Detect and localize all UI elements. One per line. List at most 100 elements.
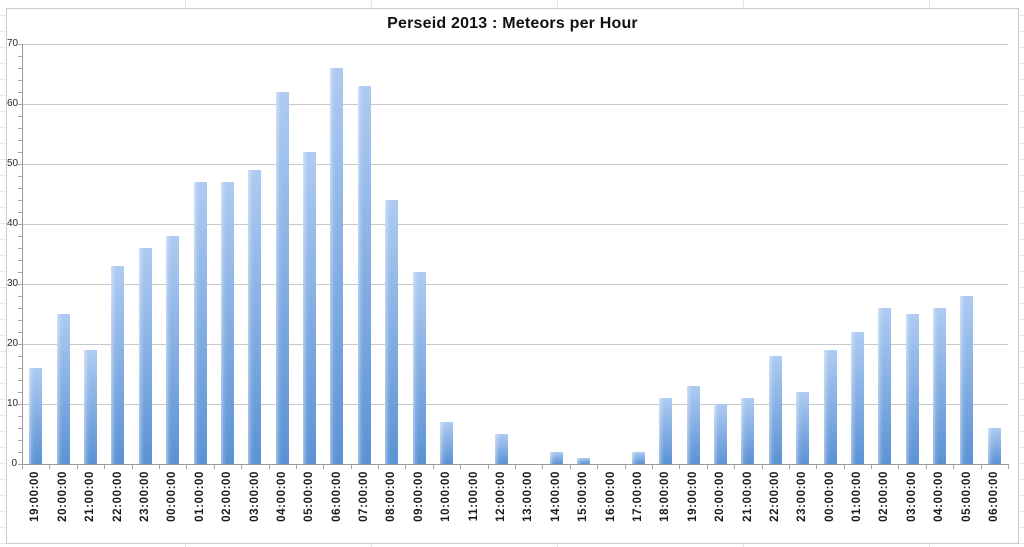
x-axis-tick: [898, 464, 900, 469]
bar-slot: [351, 44, 378, 464]
bar[interactable]: [659, 398, 673, 464]
y-axis-tick-label: 10: [7, 398, 19, 409]
bar[interactable]: [905, 314, 919, 464]
bar[interactable]: [111, 266, 125, 464]
bar-slot: [77, 44, 104, 464]
x-axis-tick: [597, 464, 599, 469]
x-axis-tick-label: 06:00:00: [330, 471, 343, 522]
bar[interactable]: [494, 434, 508, 464]
bar-slot: [323, 44, 350, 464]
x-axis-tick: [624, 464, 626, 469]
x-label-cell: 21:00:00: [77, 471, 104, 541]
x-label-cell: 20:00:00: [707, 471, 734, 541]
bar[interactable]: [686, 386, 700, 464]
bar[interactable]: [577, 458, 590, 464]
x-axis-tick: [104, 464, 106, 469]
x-axis-tick-label: 16:00:00: [604, 471, 617, 522]
y-axis-tick-label: 60: [7, 98, 19, 109]
y-axis-tick-label: 20: [7, 338, 19, 349]
bar[interactable]: [56, 314, 70, 464]
bar[interactable]: [303, 152, 317, 464]
bar[interactable]: [549, 452, 563, 464]
bar[interactable]: [166, 236, 180, 464]
x-axis-tick-label: 06:00:00: [988, 471, 1001, 522]
bar[interactable]: [412, 272, 426, 464]
bar[interactable]: [248, 170, 262, 464]
bar[interactable]: [713, 404, 727, 464]
x-axis-tick-label: 04:00:00: [933, 471, 946, 522]
x-axis-tick: [405, 464, 407, 469]
bar-slot: [186, 44, 213, 464]
x-axis-tick-label: 23:00:00: [138, 471, 151, 522]
x-axis-tick-label: 18:00:00: [659, 471, 672, 522]
bar-slot: [241, 44, 268, 464]
y-axis-tick-label: 50: [7, 158, 19, 169]
bar[interactable]: [741, 398, 755, 464]
bar[interactable]: [987, 428, 1001, 464]
x-axis-tick: [487, 464, 489, 469]
x-label-cell: 07:00:00: [351, 471, 378, 541]
bar[interactable]: [193, 182, 207, 464]
bar-slot: [871, 44, 898, 464]
bar[interactable]: [83, 350, 97, 464]
x-axis-tick: [131, 464, 133, 469]
x-axis-tick-label: 00:00:00: [823, 471, 836, 522]
x-axis[interactable]: 19:00:00 20:00:00 21:00:00 22:00:00 23:00:00…: [22, 471, 1008, 541]
bar[interactable]: [29, 368, 43, 464]
bar-slot: [570, 44, 597, 464]
bar-slot: [597, 44, 624, 464]
gridline: [22, 164, 1008, 165]
x-axis-tick-label: 01:00:00: [193, 471, 206, 522]
bar[interactable]: [357, 86, 371, 464]
bar-slot: [433, 44, 460, 464]
x-axis-tick: [788, 464, 790, 469]
x-axis-tick-label: 19:00:00: [29, 471, 42, 522]
bar-slot: [652, 44, 679, 464]
bar-slot: [926, 44, 953, 464]
bar[interactable]: [385, 200, 399, 464]
x-axis-tick-label: 02:00:00: [878, 471, 891, 522]
bar[interactable]: [823, 350, 837, 464]
bar-slot: [899, 44, 926, 464]
bar[interactable]: [330, 68, 344, 464]
bar[interactable]: [796, 392, 810, 464]
x-axis-tick: [651, 464, 653, 469]
x-axis-tick-label: 23:00:00: [796, 471, 809, 522]
bar[interactable]: [768, 356, 782, 464]
bar[interactable]: [631, 452, 645, 464]
x-label-cell: 22:00:00: [762, 471, 789, 541]
bar[interactable]: [220, 182, 234, 464]
bar-slot: [762, 44, 789, 464]
bar-slot: [49, 44, 76, 464]
bar-slot: [460, 44, 487, 464]
x-axis-tick: [213, 464, 215, 469]
bar[interactable]: [138, 248, 152, 464]
bar[interactable]: [275, 92, 289, 464]
chart-object[interactable]: Perseid 2013 : Meteors per Hour 0 10 20 30 4…: [6, 8, 1019, 544]
x-axis-tick-label: 22:00:00: [111, 471, 124, 522]
bar-slot: [405, 44, 432, 464]
x-axis-tick: [761, 464, 763, 469]
x-axis-tick: [158, 464, 160, 469]
bar[interactable]: [960, 296, 974, 464]
x-label-cell: 23:00:00: [132, 471, 159, 541]
bar[interactable]: [850, 332, 864, 464]
bar[interactable]: [933, 308, 947, 464]
x-axis-tick-label: 05:00:00: [303, 471, 316, 522]
x-label-cell: 04:00:00: [926, 471, 953, 541]
x-axis-tick-label: 13:00:00: [522, 471, 535, 522]
x-axis-tick: [460, 464, 462, 469]
x-axis-tick: [49, 464, 51, 469]
bar-slot: [816, 44, 843, 464]
x-axis-tick-label: 03:00:00: [248, 471, 261, 522]
y-axis-line: [22, 44, 23, 465]
y-axis-tick-label: 40: [7, 218, 19, 229]
x-label-cell: 19:00:00: [22, 471, 49, 541]
bar[interactable]: [440, 422, 454, 464]
x-label-cell: 08:00:00: [378, 471, 405, 541]
bar-slot: [542, 44, 569, 464]
bar[interactable]: [878, 308, 892, 464]
x-axis-tick-label: 02:00:00: [221, 471, 234, 522]
chart-title[interactable]: Perseid 2013 : Meteors per Hour: [387, 15, 638, 32]
bar-slot: [159, 44, 186, 464]
